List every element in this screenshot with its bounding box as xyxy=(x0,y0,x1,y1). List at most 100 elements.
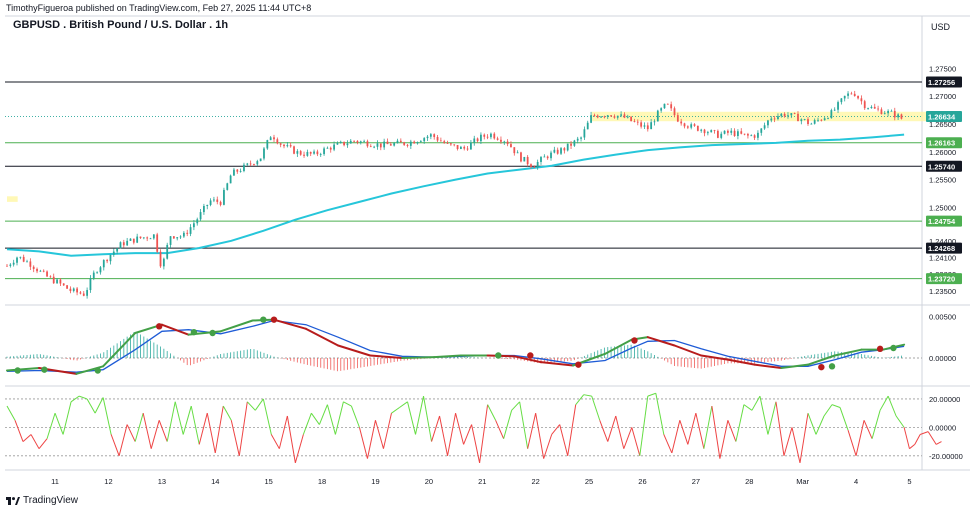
candle-body xyxy=(279,143,282,145)
candle-body xyxy=(797,113,799,122)
candle-body xyxy=(643,125,646,127)
candle-body xyxy=(463,146,466,149)
candle-body xyxy=(19,256,22,258)
candle-body xyxy=(46,271,48,277)
oscillator-line-segment xyxy=(6,405,16,421)
time-tick-label: 4 xyxy=(854,477,858,486)
price-label-box xyxy=(926,137,962,149)
time-tick-label: 28 xyxy=(745,477,753,486)
candle-body xyxy=(69,288,72,292)
candle-body xyxy=(12,262,15,265)
macd-line-segment xyxy=(160,323,190,336)
price-tick-label: 1.26000 xyxy=(929,148,956,157)
oscillator-line-segment xyxy=(126,424,136,442)
candle-body xyxy=(560,148,562,154)
oscillator-line-segment xyxy=(607,415,617,442)
candle-body xyxy=(186,232,189,234)
candle-body xyxy=(676,115,679,122)
macd-line-segment xyxy=(219,319,254,333)
price-tick-label: 1.24400 xyxy=(929,237,956,246)
candle-body xyxy=(429,134,432,137)
candle-body xyxy=(396,140,399,144)
symbol-title[interactable]: GBPUSD . British Pound / U.S. Dollar . 1… xyxy=(13,19,229,31)
candle-body xyxy=(223,189,225,205)
candle-body xyxy=(293,146,295,154)
oscillator-line-segment xyxy=(535,413,545,459)
candle-body xyxy=(216,199,219,202)
macd-cross-dot xyxy=(876,345,884,353)
currency-label[interactable]: USD xyxy=(931,22,951,32)
ema-line xyxy=(6,133,905,257)
oscillator-line-segment xyxy=(286,415,296,463)
candle-body xyxy=(379,143,382,148)
oscillator-line-segment xyxy=(895,415,905,428)
candle-body xyxy=(523,156,526,162)
oscillator-line-segment xyxy=(14,420,24,442)
oscillator-line-segment xyxy=(887,395,897,417)
candle-body xyxy=(620,114,622,116)
candle-body xyxy=(386,141,389,145)
oscillator-line-segment xyxy=(914,434,921,445)
candle-body xyxy=(233,169,235,176)
candle-body xyxy=(276,139,279,144)
candle-body xyxy=(673,108,676,116)
oscillator-line-segment xyxy=(855,420,865,456)
candle-body xyxy=(636,121,639,123)
price-label: 1.23720 xyxy=(928,275,955,284)
candle-body xyxy=(476,138,479,142)
oscillator-line-segment xyxy=(158,420,168,442)
candle-body xyxy=(496,138,499,140)
oscillator-line-segment xyxy=(631,427,641,456)
candle-body xyxy=(256,161,259,165)
oscillator-line-segment xyxy=(294,434,304,464)
candle-body xyxy=(152,234,155,239)
candle-body xyxy=(650,122,653,130)
candle-body xyxy=(596,115,599,118)
macd-line-segment xyxy=(833,348,863,357)
candle-body xyxy=(446,143,449,144)
candle-body xyxy=(119,242,122,249)
oscillator-line-segment xyxy=(415,396,425,435)
candle-body xyxy=(510,144,512,148)
candle-body xyxy=(460,146,462,150)
tradingview-footer[interactable]: TradingView xyxy=(6,495,78,506)
candle-body xyxy=(269,137,272,141)
candle-body xyxy=(860,98,863,102)
candle-body xyxy=(86,290,88,296)
candle-body xyxy=(42,270,45,272)
candle-body xyxy=(787,115,789,117)
candle-body xyxy=(193,223,195,228)
candle-body xyxy=(82,293,85,296)
candle-body xyxy=(56,279,58,284)
candle-body xyxy=(713,130,716,131)
candle-body xyxy=(39,270,42,272)
candle-body xyxy=(383,141,386,148)
price-tick-label: 1.25000 xyxy=(929,203,956,212)
candle-body xyxy=(253,164,255,165)
macd-cross-dot xyxy=(41,366,48,373)
macd-line-segment xyxy=(102,332,137,368)
candle-body xyxy=(897,114,900,118)
candle-body xyxy=(480,134,482,142)
oscillator-line-segment xyxy=(70,395,80,403)
candle-body xyxy=(656,110,659,122)
candle-body xyxy=(666,103,669,105)
candle-body xyxy=(570,143,572,146)
candle-body xyxy=(580,137,582,139)
candle-body xyxy=(419,141,422,143)
candle-body xyxy=(326,147,329,149)
oscillator-line-segment xyxy=(679,420,689,445)
candle-body xyxy=(72,288,75,292)
candle-body xyxy=(203,206,205,213)
candle-body xyxy=(373,146,376,148)
oscillator-line-segment xyxy=(262,398,272,435)
candle-body xyxy=(66,285,68,289)
candle-body xyxy=(810,123,813,125)
candle-body xyxy=(900,114,903,119)
candle-body xyxy=(827,118,829,119)
oscillator-line-segment xyxy=(909,444,916,450)
oscillator-line-segment xyxy=(246,401,256,411)
candle-body xyxy=(433,134,436,138)
oscillator-line-segment xyxy=(343,401,352,407)
